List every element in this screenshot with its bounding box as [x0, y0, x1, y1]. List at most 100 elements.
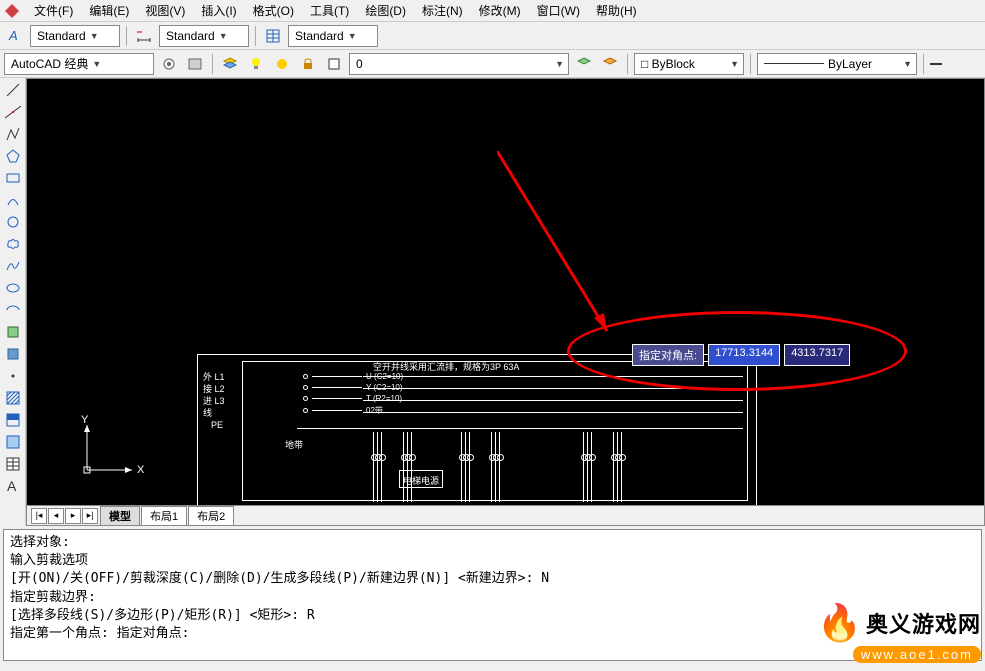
toolbar-btn-1[interactable]	[184, 53, 206, 75]
menu-file[interactable]: 文件(F)	[26, 0, 81, 21]
menu-edit[interactable]: 编辑(E)	[81, 0, 137, 21]
row-label-1: Y (C2=10)	[366, 383, 403, 392]
side-label-1: 接 L2	[203, 382, 225, 395]
layer-manager-icon[interactable]	[219, 53, 241, 75]
command-line: 指定第一个角点: 指定对角点:	[10, 625, 975, 643]
workspace-value: AutoCAD 经典	[11, 55, 88, 72]
menu-format[interactable]: 格式(O)	[245, 0, 302, 21]
menu-modify[interactable]: 修改(M)	[471, 0, 529, 21]
layer-color-icon[interactable]	[323, 53, 345, 75]
table-style-dropdown[interactable]: Standard▼	[288, 25, 378, 47]
svg-text:A: A	[8, 28, 18, 43]
text-style-value: Standard	[37, 29, 86, 43]
tab-model[interactable]: 模型	[100, 506, 140, 526]
rectangle-icon[interactable]	[2, 168, 24, 188]
command-line: 输入剪裁选项	[10, 552, 975, 570]
linetype-dropdown[interactable]: ByLayer▼	[757, 53, 917, 75]
layer-dropdown[interactable]: 0▼	[349, 53, 569, 75]
style-toolbar: A Standard▼ Standard▼ Standard▼	[0, 22, 985, 50]
text-style-dropdown[interactable]: Standard▼	[30, 25, 120, 47]
color-value: □ ByBlock	[641, 57, 695, 71]
workspace-settings-icon[interactable]	[158, 53, 180, 75]
tooltip-x-value: 17713.3144	[708, 344, 780, 366]
layer-bulb-icon[interactable]	[245, 53, 267, 75]
tab-nav-next[interactable]: ▸	[65, 508, 81, 524]
ellipse-icon[interactable]	[2, 278, 24, 298]
tab-nav-prev[interactable]: ◂	[48, 508, 64, 524]
tooltip-y-value: 4313.7317	[784, 344, 850, 366]
tab-layout2[interactable]: 布局2	[188, 506, 234, 526]
layer-freeze-icon[interactable]	[271, 53, 293, 75]
electrical-box-label: 电梯电源	[403, 474, 439, 487]
dim-style-icon[interactable]	[133, 25, 155, 47]
layer-lock-icon[interactable]	[297, 53, 319, 75]
side-label-4: PE	[211, 420, 223, 430]
dynamic-input-tooltip: 指定对角点: 17713.3144 4313.7317	[632, 344, 850, 366]
layer-previous-icon[interactable]	[599, 53, 621, 75]
row-label-2: T (R2=10)	[366, 394, 402, 403]
layout-tabbar: |◂ ◂ ▸ ▸| 模型 布局1 布局2	[27, 505, 984, 525]
menu-insert[interactable]: 插入(I)	[193, 0, 244, 21]
row-label-0: U (C2=10)	[366, 372, 403, 381]
workspace-dropdown[interactable]: AutoCAD 经典▼	[4, 53, 154, 75]
table-style-value: Standard	[295, 29, 344, 43]
menu-help[interactable]: 帮助(H)	[588, 0, 645, 21]
mtext-icon[interactable]: A	[2, 476, 24, 496]
menu-window[interactable]: 窗口(W)	[529, 0, 588, 21]
command-window[interactable]: 选择对象: 输入剪裁选项 [开(ON)/关(OFF)/剪裁深度(C)/删除(D)…	[3, 529, 982, 661]
text-style-icon[interactable]: A	[4, 25, 26, 47]
region-icon[interactable]	[2, 432, 24, 452]
hatch-icon[interactable]	[2, 388, 24, 408]
side-label-0: 外 L1	[203, 370, 225, 383]
schematic-drawing: 空开并线采用汇流排，规格为3P 63A U (C2=10) Y (C2=10) …	[197, 354, 757, 514]
row-label-3: 02带	[366, 405, 383, 416]
svg-text:A: A	[7, 478, 17, 494]
layer-states-icon[interactable]	[573, 53, 595, 75]
draw-toolbar: A	[0, 78, 26, 526]
linetype-sample	[764, 63, 824, 64]
gradient-icon[interactable]	[2, 410, 24, 430]
command-line: [开(ON)/关(OFF)/剪裁深度(C)/删除(D)/生成多段线(P)/新建边…	[10, 570, 975, 588]
circle-icon[interactable]	[2, 212, 24, 232]
tab-nav-last[interactable]: ▸|	[82, 508, 98, 524]
command-line: 选择对象:	[10, 534, 975, 552]
menu-draw[interactable]: 绘图(D)	[357, 0, 414, 21]
layer-value: 0	[356, 57, 363, 71]
polyline-icon[interactable]	[2, 124, 24, 144]
app-logo	[4, 3, 20, 19]
polygon-icon[interactable]	[2, 146, 24, 166]
svg-text:X: X	[137, 464, 145, 476]
ellipse-arc-icon[interactable]	[2, 300, 24, 320]
menu-bar: 文件(F) 编辑(E) 视图(V) 插入(I) 格式(O) 工具(T) 绘图(D…	[0, 0, 985, 22]
dim-style-value: Standard	[166, 29, 215, 43]
table-icon[interactable]	[2, 454, 24, 474]
make-block-icon[interactable]	[2, 344, 24, 364]
menu-view[interactable]: 视图(V)	[137, 0, 193, 21]
spline-icon[interactable]	[2, 256, 24, 276]
construction-line-icon[interactable]	[2, 102, 24, 122]
line-icon[interactable]	[2, 80, 24, 100]
tab-nav-first[interactable]: |◂	[31, 508, 47, 524]
point-icon[interactable]	[2, 366, 24, 386]
arc-icon[interactable]	[2, 190, 24, 210]
menu-dimension[interactable]: 标注(N)	[414, 0, 471, 21]
revision-cloud-icon[interactable]	[2, 234, 24, 254]
properties-toolbar: AutoCAD 经典▼ 0▼ □ ByBlock▼ ByLayer▼	[0, 50, 985, 78]
insert-block-icon[interactable]	[2, 322, 24, 342]
ground-label: 地带	[285, 438, 303, 451]
table-style-icon[interactable]	[262, 25, 284, 47]
tooltip-label: 指定对角点:	[632, 344, 704, 366]
tab-layout1[interactable]: 布局1	[141, 506, 187, 526]
color-dropdown[interactable]: □ ByBlock▼	[634, 53, 744, 75]
dim-style-dropdown[interactable]: Standard▼	[159, 25, 249, 47]
annotation-arrow	[497, 151, 627, 351]
svg-text:Y: Y	[81, 415, 89, 426]
linetype-value: ByLayer	[828, 57, 872, 71]
command-line: [选择多段线(S)/多边形(P)/矩形(R)] <矩形>: R	[10, 607, 975, 625]
side-label-3: 线	[203, 406, 212, 419]
ucs-icon: X Y	[77, 415, 147, 485]
side-label-2: 进 L3	[203, 394, 225, 407]
menu-tools[interactable]: 工具(T)	[302, 0, 357, 21]
drawing-canvas[interactable]: 指定对角点: 17713.3144 4313.7317 X Y 空开并线采用汇流…	[26, 78, 985, 526]
command-line: 指定剪裁边界:	[10, 589, 975, 607]
